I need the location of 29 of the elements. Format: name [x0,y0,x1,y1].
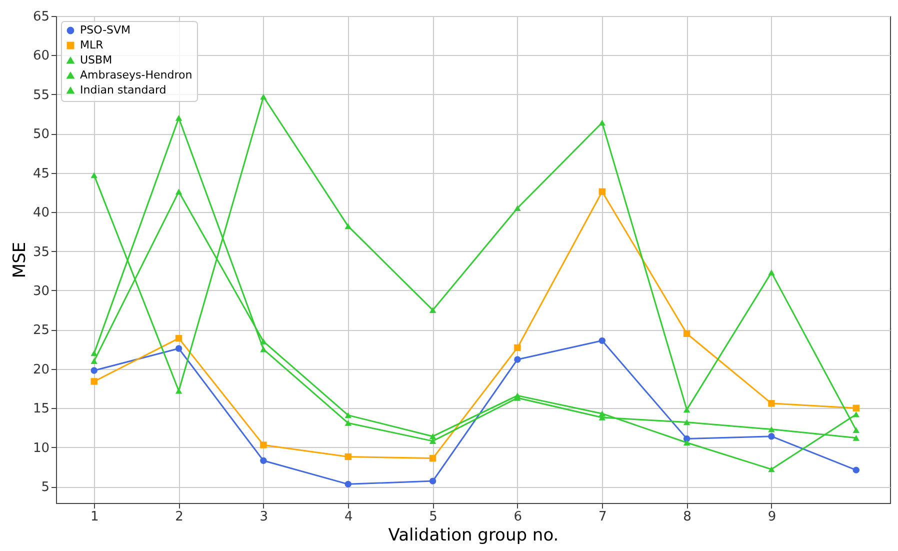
y-tick-label: 45 [32,166,50,182]
y-tick-label: 30 [32,284,50,299]
y-tick-label: 5 [41,480,50,496]
legend-label: Ambraseys-Hendron [80,68,192,82]
y-tick-label: 50 [32,127,50,142]
y-tick-label: 55 [32,88,50,103]
y-tick-label: 40 [32,206,50,221]
y-tick-label: 25 [32,323,50,338]
x-axis-title: Validation group no. [388,526,559,546]
x-tick-label: 1 [90,510,99,524]
x-tick-label: 4 [344,510,353,524]
x-tick-label: 9 [768,510,776,524]
x-tick-label: 3 [260,510,268,524]
legend-label: Indian standard [80,84,166,96]
legend-label: MLR [80,38,104,52]
x-tick-label: 7 [598,510,607,524]
legend-label: PSO-SVM [80,24,131,36]
y-tick-label: 15 [32,402,50,417]
x-tick-label: 6 [514,510,522,524]
y-axis-title: MSE [10,242,30,278]
y-tick-label: 65 [32,10,50,24]
legend-label: USBM [80,54,112,66]
y-tick-label: 10 [32,440,50,456]
y-tick-label: 20 [32,362,50,378]
x-tick-label: 2 [175,510,184,524]
y-tick-label: 60 [32,48,50,64]
x-tick-label: 8 [683,510,692,524]
y-tick-label: 35 [32,244,50,260]
x-tick-label: 5 [429,510,438,524]
